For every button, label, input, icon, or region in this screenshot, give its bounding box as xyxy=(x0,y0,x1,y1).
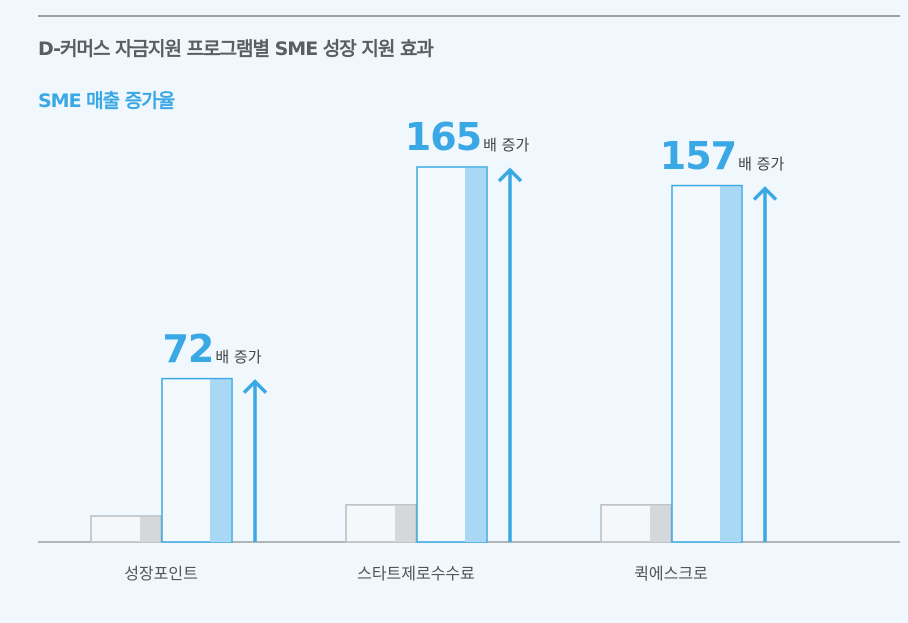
increase-suffix: 배 증가 xyxy=(483,136,530,154)
increase-value: 165 xyxy=(404,115,482,159)
top-divider xyxy=(38,15,900,17)
category-label: 퀵에스크로 xyxy=(634,564,708,583)
category-label: 성장포인트 xyxy=(124,564,198,583)
arrow-head-icon xyxy=(497,167,523,183)
arrow-head-icon xyxy=(752,186,778,201)
increase-suffix: 배 증가 xyxy=(215,347,262,366)
bar-after-accent xyxy=(210,379,231,542)
increase-label: 165 배 증가 xyxy=(405,115,530,159)
bar-before-accent xyxy=(395,505,415,542)
category-label: 스타트제로수수료 xyxy=(357,564,475,583)
bar-after-accent xyxy=(465,168,486,542)
bar-after-accent xyxy=(720,186,741,542)
increase-label: 72 배 증가 xyxy=(162,327,261,371)
increase-value: 72 xyxy=(162,326,214,371)
page-title: D-커머스 자금지원 프로그램별 SME 성장 지원 효과 xyxy=(38,38,434,60)
increase-value: 157 xyxy=(659,133,737,178)
bar-before-accent xyxy=(140,517,160,542)
bar-before-accent xyxy=(650,505,670,542)
increase-suffix: 배 증가 xyxy=(738,154,785,173)
chart-subtitle: SME 매출 증가율 xyxy=(38,90,175,112)
increase-label: 157 배 증가 xyxy=(660,134,785,178)
arrow-head-icon xyxy=(242,379,268,394)
